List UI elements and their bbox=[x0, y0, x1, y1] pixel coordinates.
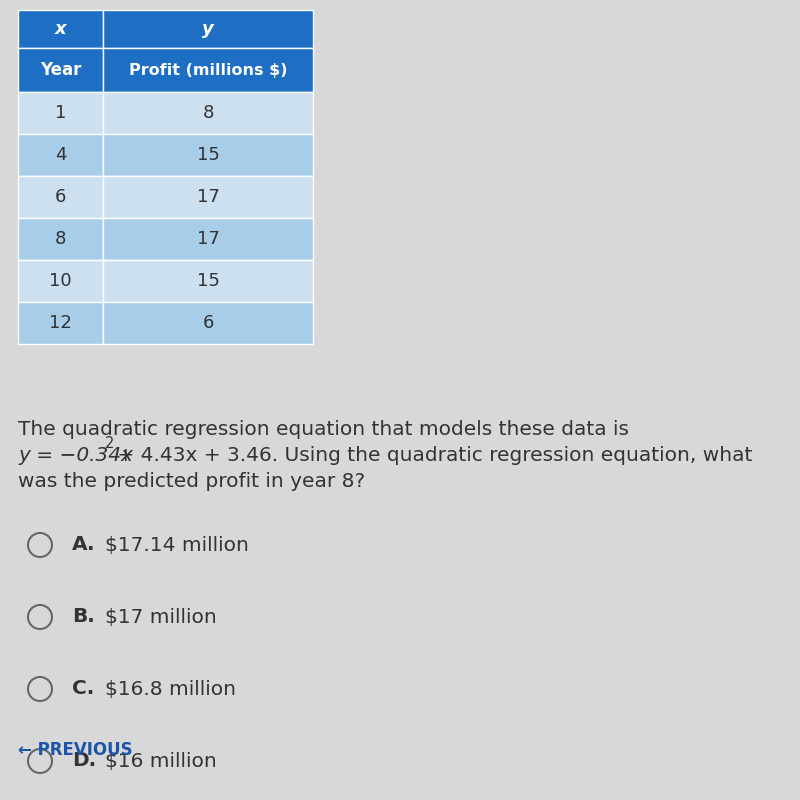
Text: 15: 15 bbox=[197, 146, 219, 164]
Text: y: y bbox=[202, 20, 214, 38]
Bar bbox=[18, 176, 103, 218]
Text: Year: Year bbox=[40, 61, 81, 79]
Text: 17: 17 bbox=[197, 188, 219, 206]
Text: was the predicted profit in year 8?: was the predicted profit in year 8? bbox=[18, 472, 365, 491]
Bar bbox=[103, 92, 313, 134]
Text: 12: 12 bbox=[49, 314, 72, 332]
Text: 6: 6 bbox=[202, 314, 214, 332]
Text: 2: 2 bbox=[105, 436, 114, 451]
Bar bbox=[18, 134, 103, 176]
Bar bbox=[18, 48, 103, 92]
Text: 15: 15 bbox=[197, 272, 219, 290]
Text: 8: 8 bbox=[55, 230, 66, 248]
Bar bbox=[103, 302, 313, 344]
Text: x: x bbox=[54, 20, 66, 38]
Text: $17 million: $17 million bbox=[105, 607, 217, 626]
Text: $16.8 million: $16.8 million bbox=[105, 679, 236, 698]
Bar bbox=[103, 176, 313, 218]
Text: 10: 10 bbox=[49, 272, 72, 290]
Text: 4: 4 bbox=[54, 146, 66, 164]
Text: Profit (millions $): Profit (millions $) bbox=[129, 62, 287, 78]
Text: D.: D. bbox=[72, 751, 96, 770]
Bar bbox=[18, 10, 103, 48]
Text: 17: 17 bbox=[197, 230, 219, 248]
Text: B.: B. bbox=[72, 607, 94, 626]
Bar bbox=[18, 260, 103, 302]
Text: ← PREVIOUS: ← PREVIOUS bbox=[18, 741, 133, 759]
Text: 8: 8 bbox=[202, 104, 214, 122]
Bar bbox=[103, 218, 313, 260]
Text: $17.14 million: $17.14 million bbox=[105, 535, 249, 554]
Bar bbox=[103, 10, 313, 48]
Bar bbox=[103, 260, 313, 302]
Text: $16 million: $16 million bbox=[105, 751, 217, 770]
Bar bbox=[103, 134, 313, 176]
Text: y = −0.34x: y = −0.34x bbox=[18, 446, 133, 465]
Text: C.: C. bbox=[72, 679, 94, 698]
Text: 6: 6 bbox=[55, 188, 66, 206]
Text: The quadratic regression equation that models these data is: The quadratic regression equation that m… bbox=[18, 420, 629, 439]
Bar bbox=[103, 48, 313, 92]
Bar bbox=[18, 302, 103, 344]
Text: + 4.43x + 3.46. Using the quadratic regression equation, what: + 4.43x + 3.46. Using the quadratic regr… bbox=[111, 446, 753, 465]
Text: A.: A. bbox=[72, 535, 95, 554]
Bar bbox=[18, 92, 103, 134]
Bar bbox=[18, 218, 103, 260]
Text: 1: 1 bbox=[55, 104, 66, 122]
